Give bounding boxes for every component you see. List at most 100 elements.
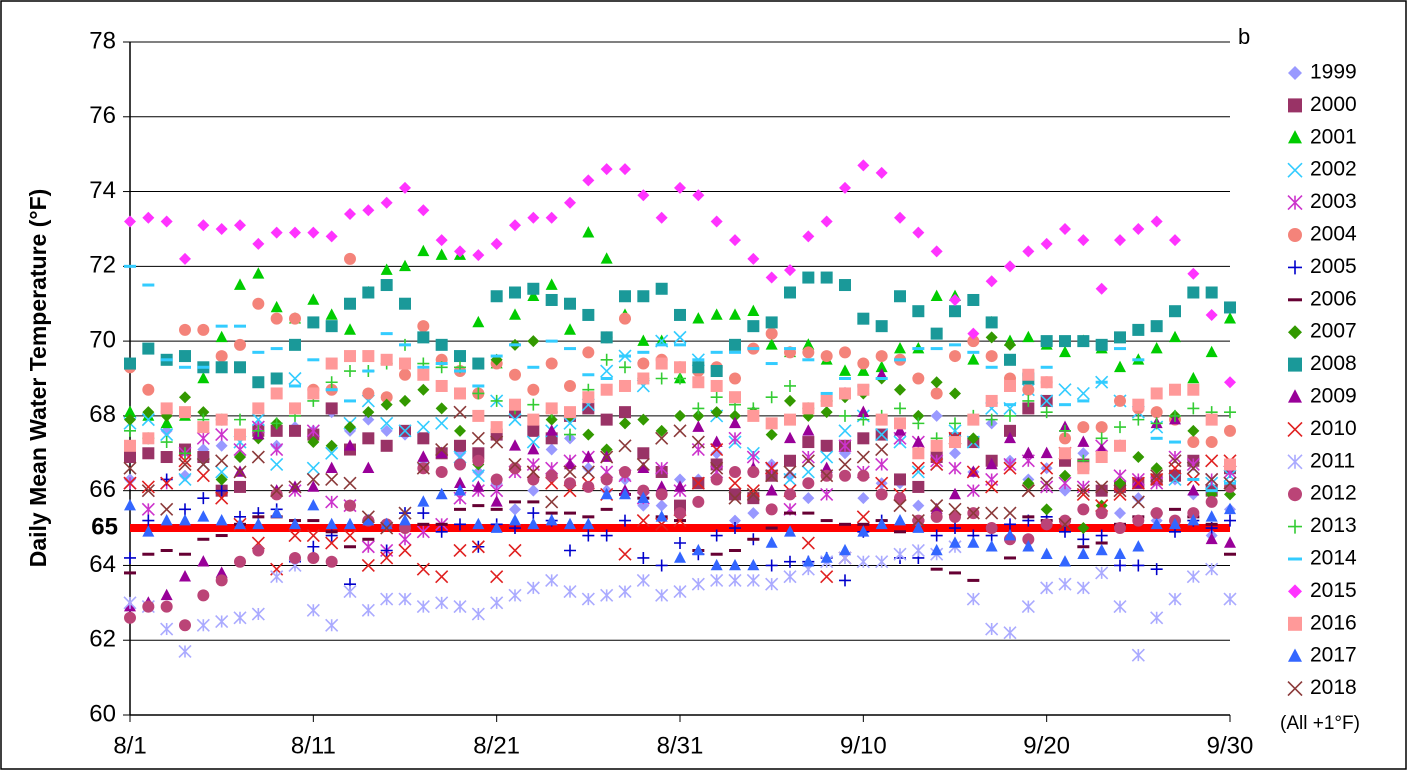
data-point [362, 286, 375, 299]
data-point [417, 244, 430, 257]
data-point [325, 517, 338, 530]
data-point [930, 510, 943, 523]
data-point [857, 364, 870, 376]
data-point [728, 476, 742, 490]
data-point [344, 350, 356, 363]
data-point [674, 372, 686, 385]
data-point [325, 555, 338, 568]
data-point [307, 551, 320, 564]
data-point [564, 297, 576, 310]
data-point [765, 338, 778, 350]
data-point [179, 503, 191, 516]
data-point [362, 387, 375, 400]
data-point [527, 335, 540, 348]
data-point [490, 473, 503, 486]
data-point [453, 543, 467, 558]
data-point [289, 517, 301, 530]
data-point [729, 558, 741, 571]
data-point [252, 402, 265, 415]
data-point [600, 413, 613, 426]
data-point [1077, 462, 1090, 475]
data-point [417, 432, 430, 445]
data-point [380, 424, 393, 437]
data-point [820, 406, 833, 419]
data-point [1224, 424, 1236, 437]
data-point [509, 513, 521, 526]
data-point [1187, 371, 1200, 384]
data-point [564, 196, 576, 209]
data-point [582, 462, 595, 475]
data-point [765, 316, 778, 329]
data-point [1186, 461, 1200, 475]
data-point [1022, 540, 1035, 552]
data-point [619, 406, 631, 419]
data-point [1004, 518, 1016, 531]
data-point [637, 372, 650, 385]
data-point [1224, 301, 1236, 314]
data-point [526, 465, 540, 479]
data-point [252, 544, 265, 557]
data-point [765, 271, 778, 284]
y-tick-label: 68 [89, 401, 116, 428]
data-point [820, 469, 834, 483]
data-point [875, 442, 889, 457]
x-tick-label: 8/1 [113, 732, 146, 759]
data-point [1187, 424, 1200, 437]
data-point [215, 330, 228, 343]
data-point [124, 551, 136, 564]
data-point [747, 492, 760, 505]
data-point [1132, 451, 1145, 464]
y-tick-label: 76 [89, 102, 116, 129]
data-point [637, 413, 650, 426]
data-point [710, 308, 723, 320]
data-point [784, 286, 796, 299]
data-point [1004, 409, 1016, 422]
data-point [509, 462, 521, 475]
legend-marker [1287, 421, 1303, 437]
data-point [857, 492, 870, 505]
data-point [325, 446, 339, 460]
data-point [600, 252, 613, 264]
data-point [967, 536, 980, 548]
data-point [325, 320, 338, 333]
data-point [820, 215, 833, 228]
data-point [490, 484, 504, 498]
legend-label: 2013 [1310, 514, 1357, 537]
data-point [1004, 353, 1016, 366]
data-point [416, 562, 430, 576]
data-point [251, 450, 265, 464]
data-point [894, 473, 906, 486]
data-point [930, 529, 943, 542]
data-point [949, 387, 961, 400]
data-point [875, 555, 889, 569]
data-point [124, 424, 136, 437]
data-point [801, 536, 815, 550]
data-point [141, 484, 155, 498]
legend-marker [1288, 260, 1302, 275]
data-point [930, 499, 944, 513]
data-point [399, 368, 411, 381]
data-point [417, 368, 430, 381]
data-point [949, 436, 961, 449]
data-point [600, 450, 614, 464]
data-point [655, 357, 668, 370]
data-point [1131, 476, 1145, 490]
data-point [527, 473, 540, 486]
data-point [839, 387, 851, 400]
data-point [398, 532, 412, 546]
data-point [1003, 626, 1017, 640]
data-point [289, 338, 301, 351]
data-point [985, 331, 998, 344]
data-point [1059, 345, 1071, 358]
data-point [1004, 338, 1016, 351]
data-point [582, 174, 595, 187]
data-point [472, 480, 485, 492]
data-point [784, 431, 796, 444]
data-point [636, 573, 650, 587]
data-point [417, 383, 430, 396]
data-point [783, 465, 797, 479]
data-point [252, 267, 265, 279]
data-point [1132, 222, 1145, 235]
data-point [784, 394, 796, 407]
